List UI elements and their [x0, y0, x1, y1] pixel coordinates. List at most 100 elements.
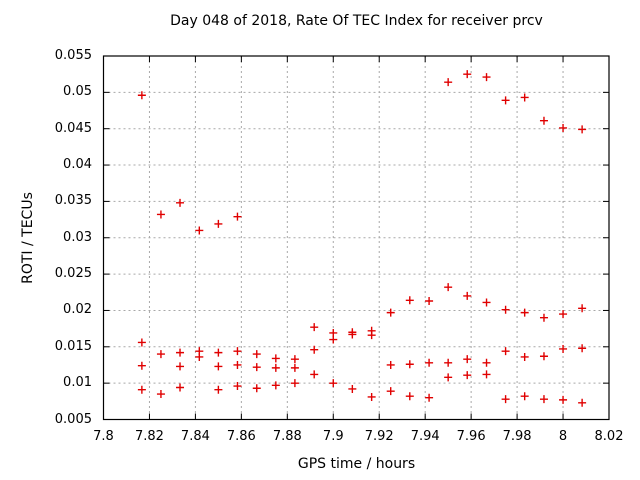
- scatter-point-plus: [290, 379, 299, 388]
- scatter-point-plus: [233, 212, 242, 221]
- scatter-point-plus: [463, 371, 472, 380]
- scatter-point-plus: [482, 358, 491, 367]
- scatter-point-plus: [405, 392, 414, 401]
- scatter-point-plus: [156, 210, 165, 219]
- scatter-point-plus: [501, 395, 510, 404]
- y-tick-label: 0.055: [54, 48, 92, 63]
- scatter-point-plus: [176, 348, 185, 357]
- scatter-point-plus: [386, 387, 395, 396]
- scatter-point-plus: [578, 344, 587, 353]
- x-tick-label: 7.82: [134, 429, 164, 444]
- scatter-point-plus: [463, 355, 472, 364]
- scatter-point-plus: [559, 123, 568, 132]
- y-tick-label: 0.005: [54, 411, 92, 427]
- scatter-point-plus: [501, 305, 510, 314]
- scatter-point-plus: [578, 125, 587, 134]
- scatter-point-plus: [520, 93, 529, 102]
- scatter-point-plus: [463, 291, 472, 300]
- scatter-point-plus: [482, 73, 491, 82]
- scatter-point-plus: [233, 382, 242, 391]
- scatter-point-plus: [310, 370, 319, 379]
- scatter-point-plus: [386, 308, 395, 317]
- scatter-point-plus: [310, 323, 319, 332]
- scatter-point-plus: [290, 355, 299, 364]
- scatter-point-plus: [578, 398, 587, 407]
- scatter-point-plus: [176, 198, 185, 207]
- scatter-point-plus: [156, 390, 165, 399]
- x-tick-label: 7.86: [226, 429, 256, 444]
- scatter-point-plus: [425, 358, 434, 367]
- scatter-point-plus: [578, 304, 587, 313]
- y-tick-label: 0.02: [63, 302, 92, 318]
- scatter-point-plus: [137, 385, 146, 394]
- scatter-point-plus: [520, 392, 529, 401]
- scatter-point-plus: [405, 360, 414, 369]
- scatter-point-plus: [444, 78, 453, 87]
- scatter-point-plus: [329, 335, 338, 344]
- y-tick-label: 0.035: [54, 193, 92, 209]
- scatter-point-plus: [559, 395, 568, 404]
- scatter-point-plus: [310, 345, 319, 354]
- scatter-point-plus: [539, 352, 548, 361]
- scatter-point-plus: [520, 308, 529, 317]
- x-tick-label: 7.92: [364, 429, 394, 444]
- x-tick-label: 7.8: [93, 429, 114, 444]
- scatter-point-plus: [539, 116, 548, 125]
- scatter-point-plus: [348, 330, 357, 339]
- scatter-point-plus: [386, 360, 395, 369]
- x-tick-label: 7.84: [180, 429, 210, 444]
- x-tick-label: 8.02: [594, 429, 624, 444]
- y-tick-label: 0.03: [63, 229, 92, 245]
- x-tick-label: 8: [558, 429, 568, 444]
- scatter-point-plus: [195, 352, 204, 361]
- scatter-point-plus: [520, 352, 529, 361]
- scatter-point-plus: [559, 310, 568, 319]
- scatter-point-plus: [176, 383, 185, 392]
- scatter-point-plus: [559, 344, 568, 353]
- scatter-point-plus: [405, 296, 414, 305]
- scatter-point-plus: [252, 350, 261, 359]
- x-axis-title: GPS time / hours: [297, 456, 416, 472]
- scatter-point-plus: [482, 370, 491, 379]
- scatter-point-plus: [176, 362, 185, 371]
- scatter-point-plus: [137, 338, 146, 347]
- scatter-point-plus: [290, 363, 299, 372]
- scatter-point-plus: [444, 283, 453, 292]
- scatter-point-plus: [214, 348, 223, 357]
- y-tick-label: 0.05: [63, 84, 92, 100]
- scatter-point-plus: [425, 296, 434, 305]
- scatter-point-plus: [233, 360, 242, 369]
- scatter-point-plus: [348, 384, 357, 393]
- scatter-point-plus: [195, 226, 204, 235]
- x-tick-label: 7.9: [322, 429, 344, 444]
- scatter-point-plus: [252, 363, 261, 372]
- scatter-point-plus: [156, 350, 165, 359]
- y-tick-label: 0.01: [63, 375, 92, 391]
- scatter-point-plus: [271, 363, 280, 372]
- scatter-point-plus: [482, 298, 491, 307]
- scatter-point-plus: [539, 313, 548, 322]
- scatter-point-plus: [329, 379, 338, 388]
- scatter-point-plus: [367, 331, 376, 340]
- scatter-point-plus: [214, 362, 223, 371]
- chart-title: Day 048 of 2018, Rate Of TEC Index for r…: [170, 13, 543, 29]
- data-points: [137, 70, 587, 407]
- scatter-point-plus: [214, 385, 223, 394]
- x-tick-label: 7.88: [272, 429, 302, 444]
- x-tick-label: 7.96: [456, 429, 486, 444]
- scatter-point-plus: [501, 347, 510, 356]
- scatter-point-plus: [137, 91, 146, 100]
- scatter-point-plus: [233, 347, 242, 356]
- x-tick-label: 7.94: [410, 429, 440, 444]
- scatter-point-plus: [271, 381, 280, 390]
- scatter-point-plus: [463, 70, 472, 79]
- scatter-point-plus: [501, 96, 510, 105]
- scatter-point-plus: [425, 393, 434, 402]
- y-tick-label: 0.04: [63, 157, 92, 173]
- scatter-point-plus: [137, 361, 146, 370]
- scatter-point-plus: [252, 384, 261, 393]
- x-tick-label: 7.98: [502, 429, 532, 444]
- scatter-point-plus: [444, 373, 453, 382]
